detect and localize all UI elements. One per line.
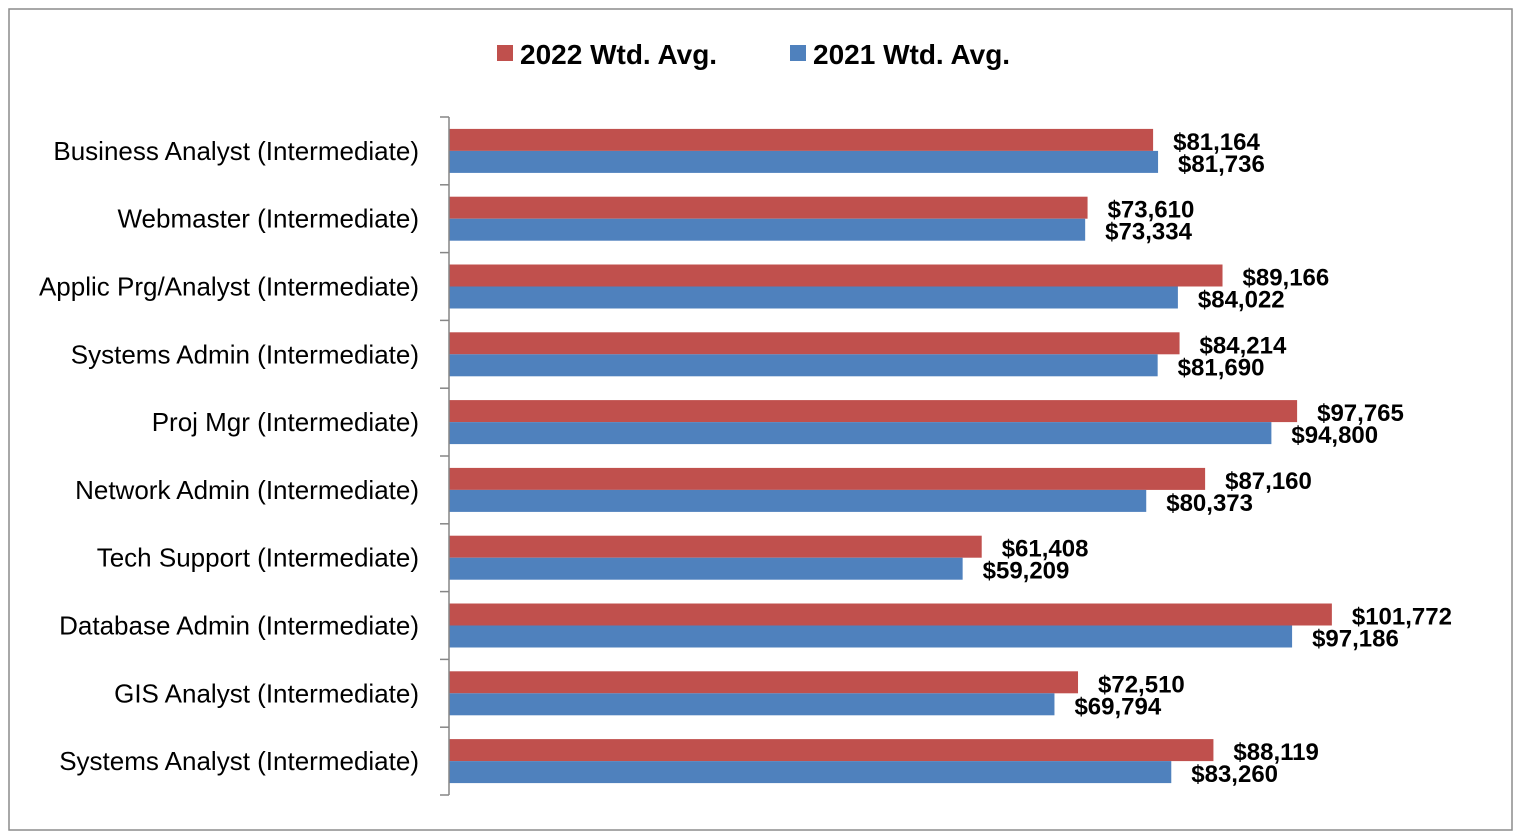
data-label-2021: $97,186 bbox=[1312, 626, 1399, 653]
category-label: Applic Prg/Analyst (Intermediate) bbox=[39, 272, 419, 302]
bar-2022 bbox=[449, 535, 982, 558]
bar-2022 bbox=[449, 128, 1154, 151]
data-label-2022: $97,765 bbox=[1317, 400, 1404, 427]
data-label-2021: $94,800 bbox=[1291, 422, 1378, 449]
bar-2021 bbox=[449, 489, 1147, 512]
data-label-2022: $88,119 bbox=[1233, 739, 1318, 766]
bar-2021 bbox=[449, 218, 1086, 241]
bar-2021 bbox=[449, 354, 1158, 377]
bar-2021 bbox=[449, 693, 1055, 716]
bar-2021 bbox=[449, 557, 963, 580]
bar-2022 bbox=[449, 603, 1332, 626]
category-label: Tech Support (Intermediate) bbox=[97, 543, 419, 573]
bar-2022 bbox=[449, 467, 1206, 490]
data-label-2021: $69,794 bbox=[1074, 693, 1161, 720]
category-label: Network Admin (Intermediate) bbox=[75, 475, 419, 505]
data-label-2022: $72,510 bbox=[1098, 671, 1185, 698]
category-label: Webmaster (Intermediate) bbox=[117, 204, 419, 234]
legend: 2022 Wtd. Avg. 2021 Wtd. Avg. bbox=[497, 39, 1010, 70]
data-label-2021: $73,334 bbox=[1105, 219, 1192, 246]
bars-group bbox=[449, 128, 1332, 784]
labels-group: Business Analyst (Intermediate) $81,164$8… bbox=[39, 129, 1452, 788]
data-label-2022: $84,214 bbox=[1200, 332, 1287, 359]
data-label-2021: $59,209 bbox=[983, 558, 1070, 585]
bar-2021 bbox=[449, 761, 1172, 784]
legend-swatch-2022 bbox=[497, 45, 513, 61]
data-label-2022: $101,772 bbox=[1352, 604, 1452, 631]
data-label-2021: $83,260 bbox=[1191, 761, 1278, 788]
bar-2021 bbox=[449, 150, 1159, 173]
data-label-2022: $87,160 bbox=[1225, 468, 1312, 495]
data-label-2022: $89,166 bbox=[1243, 265, 1330, 292]
bar-2021 bbox=[449, 422, 1272, 445]
category-label: Database Admin (Intermediate) bbox=[59, 611, 419, 641]
legend-label-2021: 2021 Wtd. Avg. bbox=[813, 39, 1010, 70]
bar-2022 bbox=[449, 196, 1088, 219]
category-axis bbox=[440, 116, 450, 796]
category-label: Systems Analyst (Intermediate) bbox=[59, 746, 419, 776]
category-label: Proj Mgr (Intermediate) bbox=[152, 407, 419, 437]
data-label-2021: $80,373 bbox=[1166, 490, 1253, 517]
bar-2022 bbox=[449, 264, 1223, 287]
category-label: Systems Admin (Intermediate) bbox=[71, 339, 419, 369]
bar-2022 bbox=[449, 671, 1079, 694]
bar-2022 bbox=[449, 400, 1298, 423]
data-label-2021: $81,736 bbox=[1178, 151, 1265, 178]
data-label-2022: $81,164 bbox=[1173, 129, 1260, 156]
bar-2021 bbox=[449, 625, 1293, 648]
bar-2021 bbox=[449, 286, 1178, 309]
data-label-2021: $81,690 bbox=[1178, 354, 1265, 381]
category-label: GIS Analyst (Intermediate) bbox=[114, 678, 419, 708]
data-label-2022: $73,610 bbox=[1108, 197, 1195, 224]
data-label-2021: $84,022 bbox=[1198, 287, 1285, 314]
data-label-2022: $61,408 bbox=[1002, 536, 1089, 563]
legend-swatch-2021 bbox=[790, 45, 806, 61]
bar-2022 bbox=[449, 332, 1180, 355]
bar-2022 bbox=[449, 739, 1214, 762]
legend-label-2022: 2022 Wtd. Avg. bbox=[520, 39, 717, 70]
category-label: Business Analyst (Intermediate) bbox=[53, 136, 419, 166]
